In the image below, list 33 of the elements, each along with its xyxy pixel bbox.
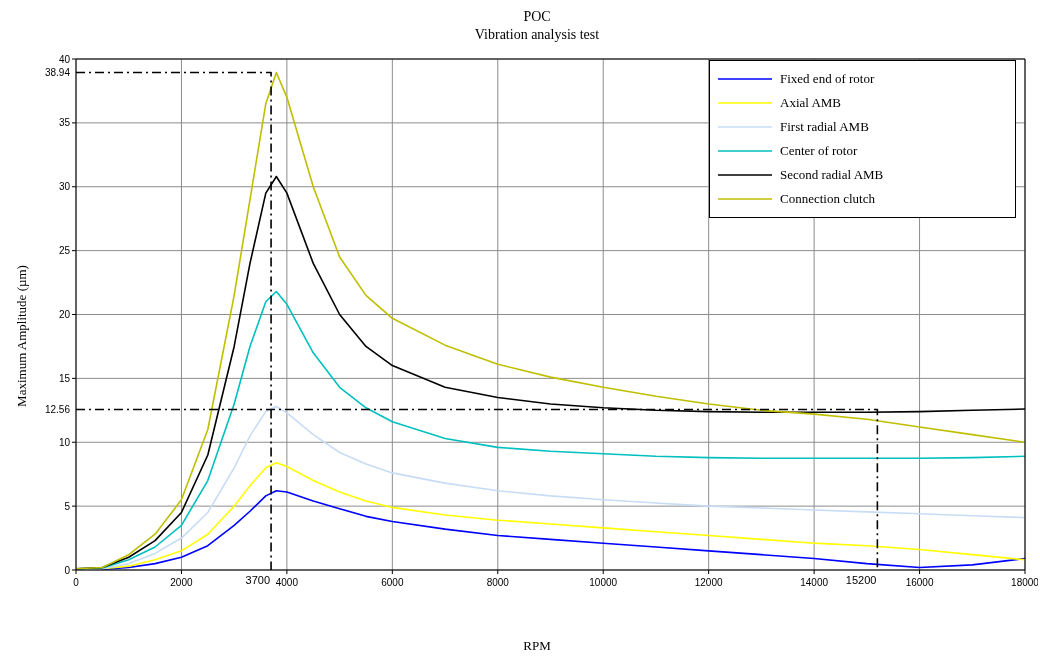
x-tick-label: 6000: [381, 577, 404, 588]
annotation: 12.56: [44, 404, 71, 416]
y-tick-label: 0: [64, 564, 71, 576]
annotation: 3700: [245, 574, 271, 586]
legend-label: Center of rotor: [780, 143, 858, 159]
chart-title: POC: [522, 8, 552, 26]
x-axis-title: RPM: [522, 638, 552, 654]
x-tick-label: 8000: [486, 577, 510, 588]
y-tick-label: 5: [64, 500, 71, 512]
x-tick-label: 2000: [170, 577, 193, 588]
y-tick-label: 20: [58, 309, 71, 321]
y-tick-label: 30: [58, 181, 71, 193]
legend-label: Fixed end of rotor: [780, 71, 875, 87]
y-tick-label: 35: [58, 117, 71, 129]
legend-label: Axial AMB: [780, 95, 842, 111]
x-tick-label: 16000: [905, 577, 934, 588]
x-tick-label: 12000: [694, 577, 724, 588]
x-tick-label: 4000: [275, 577, 299, 588]
y-tick-label: 10: [58, 436, 71, 448]
y-tick-label: 40: [58, 53, 71, 65]
y-tick-label: 15: [58, 372, 71, 384]
x-tick-label: 18000: [1011, 577, 1040, 588]
x-tick-label: 0: [73, 577, 80, 588]
annotation: 38.94: [44, 67, 71, 79]
annotation: 15200: [845, 574, 877, 586]
legend-label: Connection clutch: [780, 191, 875, 207]
y-tick-label: 25: [58, 245, 71, 257]
legend-label: Second radial AMB: [780, 167, 884, 183]
x-tick-label: 10000: [589, 577, 618, 588]
legend-label: First radial AMB: [780, 119, 869, 135]
chart-subtitle: Vibration analysis test: [473, 26, 601, 44]
y-axis-title: Maximum Amplitude (µm): [14, 265, 30, 407]
x-tick-label: 14000: [800, 577, 829, 588]
